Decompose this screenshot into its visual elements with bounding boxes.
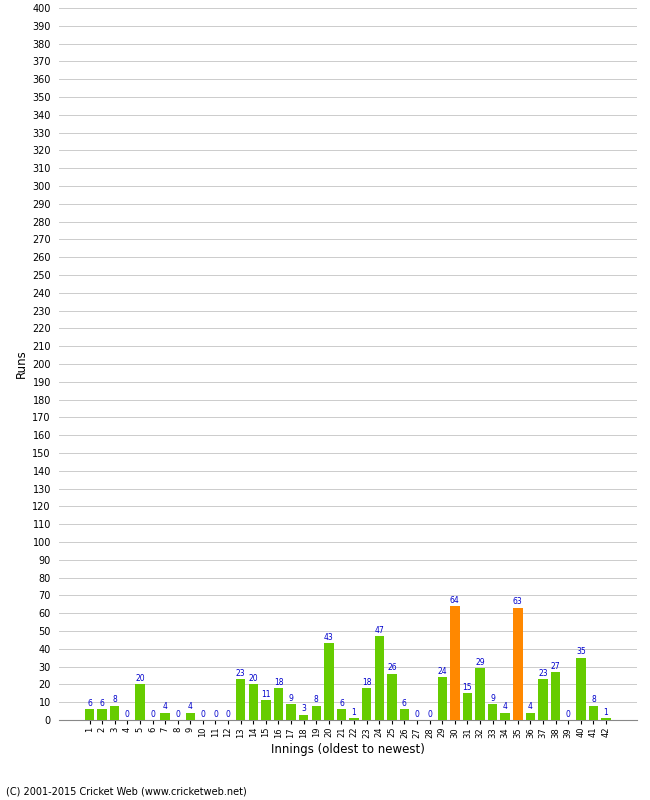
- Text: 11: 11: [261, 690, 270, 699]
- Y-axis label: Runs: Runs: [15, 350, 28, 378]
- Text: 24: 24: [437, 667, 447, 676]
- Text: 18: 18: [274, 678, 283, 686]
- Bar: [299, 714, 308, 720]
- X-axis label: Innings (oldest to newest): Innings (oldest to newest): [271, 743, 424, 756]
- Text: 9: 9: [490, 694, 495, 702]
- Text: 27: 27: [551, 662, 560, 670]
- Bar: [576, 658, 586, 720]
- Bar: [526, 713, 535, 720]
- Text: 47: 47: [374, 626, 384, 635]
- Bar: [387, 674, 396, 720]
- Text: 20: 20: [248, 674, 258, 683]
- Text: 26: 26: [387, 663, 396, 672]
- Text: 15: 15: [463, 683, 473, 692]
- Bar: [362, 688, 371, 720]
- Text: 8: 8: [112, 695, 117, 704]
- Bar: [374, 636, 384, 720]
- Text: 0: 0: [427, 710, 432, 718]
- Bar: [475, 668, 485, 720]
- Bar: [98, 710, 107, 720]
- Text: 0: 0: [226, 710, 231, 718]
- Text: 23: 23: [538, 669, 548, 678]
- Bar: [311, 706, 321, 720]
- Bar: [261, 701, 270, 720]
- Bar: [287, 704, 296, 720]
- Text: 4: 4: [162, 702, 168, 711]
- Text: 3: 3: [301, 704, 306, 714]
- Bar: [248, 685, 258, 720]
- Text: 4: 4: [188, 702, 193, 711]
- Bar: [601, 718, 611, 720]
- Text: 6: 6: [402, 699, 407, 708]
- Bar: [400, 710, 409, 720]
- Bar: [488, 704, 497, 720]
- Text: 0: 0: [176, 710, 180, 718]
- Bar: [513, 608, 523, 720]
- Text: 9: 9: [289, 694, 294, 702]
- Text: 0: 0: [125, 710, 130, 718]
- Text: 1: 1: [604, 708, 608, 717]
- Bar: [161, 713, 170, 720]
- Text: 8: 8: [314, 695, 318, 704]
- Text: 1: 1: [352, 708, 356, 717]
- Bar: [463, 694, 472, 720]
- Text: (C) 2001-2015 Cricket Web (www.cricketweb.net): (C) 2001-2015 Cricket Web (www.cricketwe…: [6, 786, 247, 796]
- Text: 6: 6: [99, 699, 105, 708]
- Bar: [538, 679, 548, 720]
- Text: 6: 6: [87, 699, 92, 708]
- Text: 43: 43: [324, 633, 333, 642]
- Text: 20: 20: [135, 674, 145, 683]
- Bar: [274, 688, 283, 720]
- Text: 29: 29: [475, 658, 485, 667]
- Text: 0: 0: [566, 710, 571, 718]
- Text: 8: 8: [591, 695, 596, 704]
- Text: 18: 18: [362, 678, 371, 686]
- Bar: [84, 710, 94, 720]
- Text: 0: 0: [200, 710, 205, 718]
- Text: 0: 0: [213, 710, 218, 718]
- Bar: [185, 713, 195, 720]
- Bar: [324, 643, 333, 720]
- Text: 4: 4: [528, 702, 533, 711]
- Text: 63: 63: [513, 598, 523, 606]
- Bar: [337, 710, 346, 720]
- Bar: [110, 706, 120, 720]
- Bar: [349, 718, 359, 720]
- Text: 23: 23: [236, 669, 246, 678]
- Bar: [500, 713, 510, 720]
- Bar: [450, 606, 460, 720]
- Bar: [589, 706, 598, 720]
- Text: 64: 64: [450, 596, 460, 605]
- Bar: [437, 678, 447, 720]
- Bar: [236, 679, 246, 720]
- Text: 6: 6: [339, 699, 344, 708]
- Bar: [135, 685, 145, 720]
- Text: 0: 0: [150, 710, 155, 718]
- Bar: [551, 672, 560, 720]
- Text: 0: 0: [415, 710, 419, 718]
- Text: 4: 4: [502, 702, 508, 711]
- Text: 35: 35: [576, 647, 586, 656]
